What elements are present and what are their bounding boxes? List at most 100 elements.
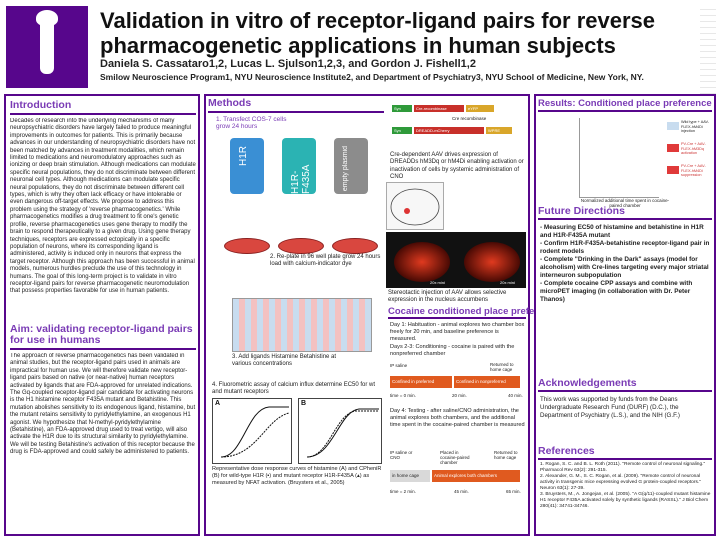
fluorescence-images: 20x mini 20x mini — [386, 232, 526, 288]
chart-axes — [579, 118, 659, 198]
timeline-tick: 45 min. — [454, 489, 469, 494]
stereotactic-caption: Stereotactic injection of AAV allows sel… — [388, 290, 507, 304]
timeline-label: IP saline or CNO — [390, 450, 413, 460]
dose-curve-a — [220, 406, 290, 458]
cpp-day1: Day 1: Habituation - animal explores two… — [390, 322, 525, 342]
legend-swatch — [667, 144, 679, 152]
section-divider — [538, 390, 712, 392]
title-line-1: Validation in vitro of receptor-ligand p… — [100, 8, 656, 33]
construct-cre: Cre-recombinase — [414, 105, 464, 112]
section-divider — [10, 113, 196, 115]
section-divider — [10, 348, 196, 350]
timeline-tick: 65 min. — [506, 489, 521, 494]
affiliations: Smilow Neuroscience Program1, NYU Neuros… — [100, 72, 644, 82]
legend-label: PV-Cre + AAV-FLEX-hM4Di suppression — [681, 164, 706, 177]
conditioning-timeline: IP saline Returned to home cage Confined… — [390, 362, 526, 402]
petri-dish — [332, 238, 378, 254]
legend-swatch — [667, 166, 679, 174]
timeline-tick: time = 0 min. — [390, 393, 416, 398]
dose-response-graph-a: A — [212, 398, 292, 464]
legend-label: Wild type + AAV-FLEX-hM4Di injection — [681, 120, 710, 133]
method-step-3: 3. Add ligands Histamine Betahistine at … — [232, 354, 337, 368]
cpp-day23: Days 2-3: Conditioning - cocaine is pair… — [390, 344, 515, 357]
results-heading: Results: Conditioned place preference — [538, 98, 712, 109]
petri-dish — [224, 238, 270, 254]
flask-h1r-mutant: H1R-F435A — [282, 138, 316, 194]
aav-construct-diagram: Syn Cre-recombinase eYFP Syn DREADD-mChe… — [392, 103, 524, 143]
flask-illustration: H1R H1R-F435A empty plasmid — [222, 120, 392, 260]
method-step-1: 1. Transfect COS-7 cells grow 24 hours — [216, 116, 287, 131]
future-item: - Complete "Drinking in the Dark" assays… — [540, 256, 709, 279]
flask-label: empty plasmid — [342, 146, 349, 192]
method-step-2: 2. Re-plate in 96 well plate grow 24 hou… — [270, 254, 381, 268]
timeline-tick: time = 2 min. — [390, 489, 416, 494]
cre-description: Cre-dependent AAV drives expression of D… — [390, 152, 524, 181]
reference-item: 3. Bruysters, M., A. Jongejan, et al. (2… — [540, 492, 711, 509]
brain-section-icon — [390, 188, 440, 226]
brain-atlas-diagram — [386, 182, 444, 230]
column-left: Introduction Decades of research into th… — [4, 94, 200, 536]
introduction-heading: Introduction — [10, 99, 72, 111]
dose-response-graph-b: B — [298, 398, 382, 464]
timeline-label: IP saline — [390, 363, 408, 368]
brain-slice-image — [464, 242, 520, 282]
reference-item: 2. Alexander, G. M., S. C. Rogan, et al.… — [540, 474, 701, 491]
section-divider — [388, 317, 526, 319]
image-scale-label: 20x mini — [430, 280, 445, 285]
section-divider — [538, 218, 712, 220]
acknowledgements-text: This work was supported by funds from th… — [540, 396, 680, 419]
section-divider — [538, 110, 712, 112]
column-right — [534, 94, 716, 536]
acknowledgements-heading: Acknowledgements — [538, 377, 637, 389]
methods-heading: Methods — [208, 97, 252, 109]
flask-label: H1R-F435A — [290, 164, 312, 194]
results-axis-label: Normalized additional time spent in coca… — [580, 198, 670, 208]
timeline-segment: in home cage — [390, 470, 430, 482]
cocaine-cpp-heading: Cocaine conditioned place preference — [388, 306, 560, 317]
results-chart: Wild type + AAV-FLEX-hM4Di injection PV-… — [539, 118, 711, 198]
page-edge-decoration — [700, 4, 716, 94]
introduction-text: Decades of research into the underlying … — [10, 118, 196, 295]
timeline-tick: 20 min. — [452, 393, 467, 398]
future-item: - Measuring EC50 of histamine and betahi… — [540, 224, 704, 239]
timeline-segment: Confined in nonpreferred chamber — [454, 376, 520, 396]
brain-slice-image — [394, 242, 450, 282]
flask-label: H1R — [238, 146, 249, 167]
references-list: 1. Rogan, S. C. and B. L. Roth (2011). "… — [540, 462, 712, 510]
construct-wpre: WPRE — [486, 127, 512, 134]
title-line-2: pharmacogenetic applications in human su… — [100, 33, 616, 58]
poster-title: Validation in vitro of receptor-ligand p… — [100, 8, 710, 58]
graph-label: A — [215, 400, 221, 407]
timeline-segment: Confined in preferred chamber — [390, 376, 452, 396]
section-divider — [538, 458, 712, 460]
image-scale-label: 20x mini — [500, 280, 515, 285]
dose-curve-b — [306, 408, 379, 458]
authors: Daniela S. Cassataro1,2, Lucas L. Sjulso… — [100, 58, 476, 70]
method-step-4: 4. Fluorometric assay of calcium influx … — [212, 382, 376, 396]
future-list: - Measuring EC50 of histamine and betahi… — [540, 224, 712, 304]
reference-item: 1. Rogan, S. C. and B. L. Roth (2011). "… — [540, 462, 706, 473]
construct-promoter-2: Syn — [392, 127, 412, 134]
future-item: - Confirm H1R-F435A-betahistine receptor… — [540, 240, 710, 255]
timeline-label: Returned to home cage — [490, 362, 514, 372]
testing-timeline: IP saline or CNO Placed in cocaine-paire… — [390, 450, 526, 506]
cre-note: Cre recombinase — [452, 116, 487, 121]
cpp-day4: Day 4: Testing - after saline/CNO admini… — [390, 408, 525, 428]
graph-caption: Representative dose response curves of h… — [212, 466, 382, 486]
well-plate — [232, 298, 372, 352]
graph-label: B — [301, 400, 307, 407]
timeline-label: Placed in cocaine-paired chamber — [440, 450, 470, 465]
construct-dreadd: DREADD-mCherry — [414, 127, 484, 134]
aim-text: The approach of reverse pharmacogenetics… — [10, 353, 196, 456]
flask-empty-plasmid: empty plasmid — [334, 138, 368, 194]
petri-dish — [278, 238, 324, 254]
university-logo — [6, 6, 88, 88]
section-divider — [208, 111, 384, 113]
legend-swatch — [667, 122, 679, 130]
timeline-segment: Animal explores both chambers — [432, 470, 520, 482]
future-item: - Complete cocaine CPP assays and combin… — [540, 280, 693, 303]
torch-icon — [40, 18, 54, 74]
timeline-label: Returned to home cage — [494, 450, 518, 460]
legend-label: PV-Cre + AAV-FLEX-hM3Dq activation — [681, 142, 706, 155]
aim-heading: Aim: validating receptor-ligand pairs fo… — [10, 323, 193, 346]
